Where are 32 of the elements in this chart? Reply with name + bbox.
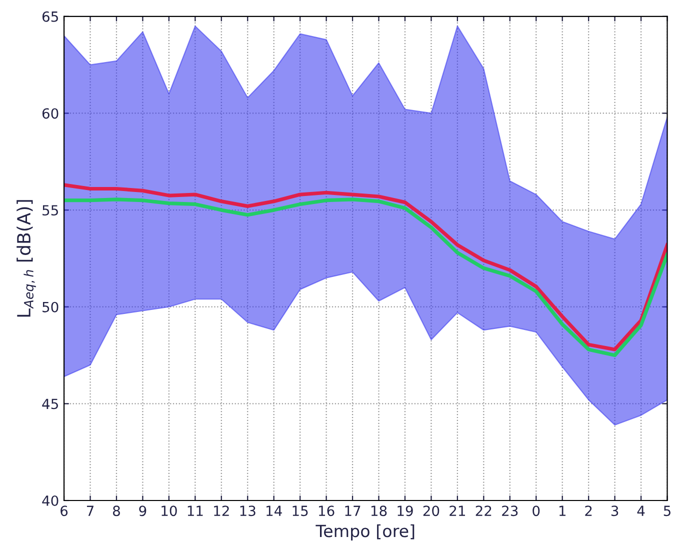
y-tick-label: 40 [42, 495, 58, 506]
x-tick-label: 20 [423, 506, 440, 516]
x-tick-label: 8 [113, 506, 120, 516]
y-tick-label: 65 [42, 11, 58, 22]
x-tick-label: 9 [139, 506, 146, 516]
x-tick-label: 1 [559, 506, 566, 516]
x-tick-label: 2 [585, 506, 592, 516]
y-axis-title: L$_{Aeq,h}$ [dB(A)] [16, 200, 36, 317]
y-tick-label: 45 [42, 398, 58, 410]
x-tick-label: 6 [60, 506, 68, 516]
x-tick-label: 15 [292, 506, 308, 516]
x-tick-label: 3 [611, 506, 618, 516]
y-tick-label: 55 [42, 205, 58, 216]
x-tick-label: 13 [240, 506, 256, 516]
x-tick-label: 17 [345, 506, 360, 516]
x-tick-label: 12 [214, 506, 229, 516]
x-tick-label: 16 [318, 506, 334, 516]
x-tick-label: 5 [664, 506, 670, 516]
x-tick-label: 0 [532, 506, 540, 516]
y-tick-label: 60 [42, 108, 58, 119]
x-tick-label: 14 [266, 506, 282, 516]
x-tick-label: 10 [162, 506, 177, 516]
y-tick-label: 50 [42, 302, 58, 312]
x-tick-label: 22 [476, 506, 492, 516]
x-tick-label: 11 [188, 506, 203, 516]
x-tick-label: 7 [86, 506, 94, 516]
x-tick-label: 23 [502, 506, 518, 516]
x-tick-label: 21 [450, 506, 465, 516]
x-axis-title: Tempo [ore] [316, 524, 414, 540]
x-tick-label: 19 [398, 506, 413, 516]
x-tick-label: 4 [637, 506, 645, 516]
x-tick-label: 18 [371, 506, 387, 516]
